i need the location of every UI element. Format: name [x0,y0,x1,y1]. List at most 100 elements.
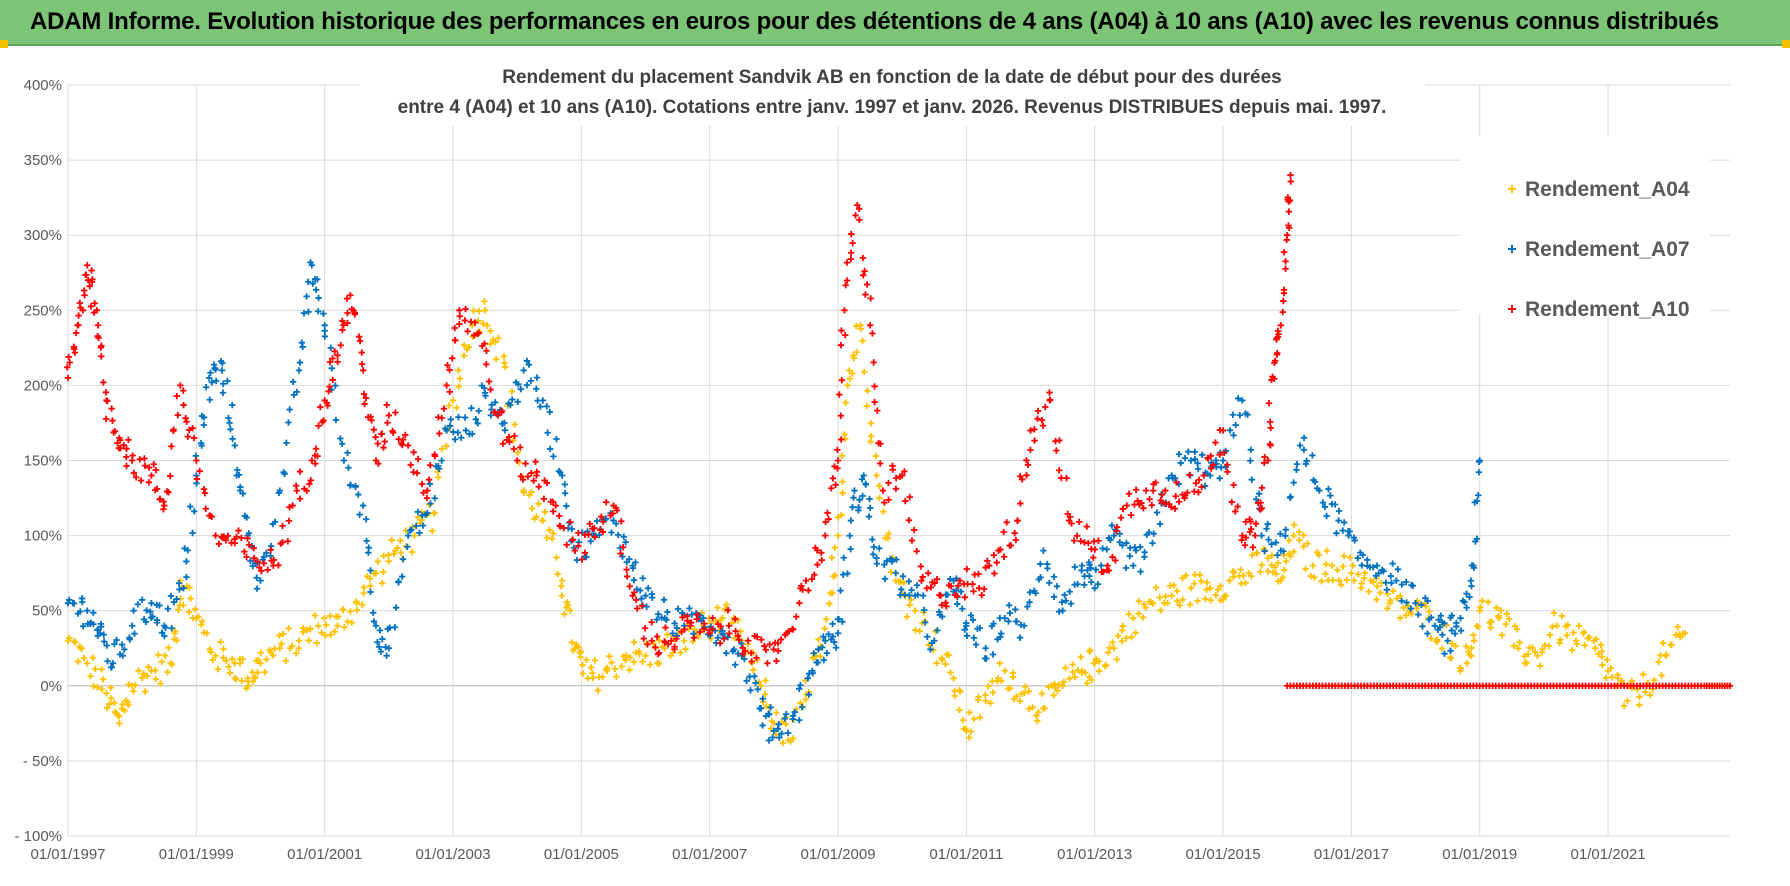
point-rendement-a10 [1220,449,1228,456]
point-rendement-a04 [1062,664,1069,672]
point-rendement-a07 [1062,597,1070,604]
point-rendement-a07 [1187,457,1195,464]
point-rendement-a04 [1152,584,1160,591]
point-rendement-a04 [453,404,460,411]
point-rendement-a04 [1013,693,1020,700]
point-rendement-a07 [1424,597,1431,605]
point-rendement-a10 [632,596,640,604]
y-tick-label: 150% [24,453,62,470]
point-rendement-a10 [644,641,651,648]
point-rendement-a07 [1382,579,1390,586]
point-rendement-a07 [153,616,161,624]
point-rendement-a07 [1470,564,1478,572]
point-rendement-a07 [533,385,540,393]
point-rendement-a04 [815,636,822,643]
point-rendement-a10 [889,462,896,469]
point-rendement-a10 [619,544,627,551]
point-rendement-a07 [819,644,826,651]
point-rendement-a07 [1194,465,1202,473]
point-rendement-a07 [898,586,905,593]
point-rendement-a10 [866,322,874,329]
point-rendement-a04 [947,669,954,676]
point-rendement-a04 [558,592,566,599]
point-rendement-a07 [769,734,776,741]
point-rendement-a04 [1515,645,1522,652]
point-rendement-a04 [1598,648,1606,655]
point-rendement-a10 [901,468,908,475]
point-rendement-a07 [1418,601,1425,609]
point-rendement-a10 [418,480,426,488]
point-rendement-a07 [365,544,372,551]
point-rendement-a07 [612,520,620,527]
point-rendement-a04 [1033,712,1040,719]
point-rendement-a04 [143,672,151,680]
point-rendement-a10 [293,487,301,494]
point-rendement-a04 [846,375,854,382]
point-rendement-a07 [1468,582,1475,590]
point-rendement-a10 [1209,461,1217,469]
point-rendement-a07 [765,737,773,744]
point-rendement-a04 [168,661,176,668]
point-rendement-a04 [372,569,380,577]
point-rendement-a04 [1593,635,1600,643]
point-rendement-a04 [1187,584,1195,592]
point-rendement-a04 [599,673,606,680]
point-rendement-a07 [435,465,443,472]
point-rendement-a04 [492,338,499,346]
point-rendement-a07 [856,496,863,503]
point-rendement-a10 [123,445,130,452]
point-rendement-a04 [868,433,875,440]
point-rendement-a07 [424,509,431,517]
point-rendement-a10 [557,523,564,530]
chart-title: Rendement du placement Sandvik AB en fon… [360,58,1425,126]
point-rendement-a10 [511,432,518,440]
point-rendement-a04 [1550,609,1558,617]
point-rendement-a07 [1380,568,1387,575]
point-rendement-a10 [193,457,200,464]
point-rendement-a04 [103,690,110,697]
point-rendement-a07 [1084,567,1091,574]
point-rendement-a07 [967,612,975,619]
point-rendement-a04 [238,677,246,685]
point-rendement-a07 [908,586,915,594]
point-rendement-a04 [311,612,319,619]
point-rendement-a04 [1311,574,1318,581]
point-rendement-a07 [1066,588,1073,595]
point-rendement-a07 [376,627,384,634]
point-rendement-a04 [138,674,146,682]
point-rendement-a07 [1309,452,1316,459]
point-rendement-a10 [1031,437,1038,444]
point-rendement-a10 [679,614,686,621]
point-rendement-a07 [1436,623,1444,631]
point-rendement-a04 [1563,632,1571,639]
point-rendement-a07 [770,727,778,735]
point-rendement-a07 [1354,554,1362,562]
point-rendement-a04 [460,352,468,359]
point-rendement-a07 [797,682,804,689]
point-rendement-a10 [847,255,855,263]
point-rendement-a04 [729,619,736,627]
point-rendement-a07 [229,435,236,443]
point-rendement-a04 [257,660,264,667]
point-rendement-a04 [1628,677,1636,685]
point-rendement-a10 [836,391,843,398]
point-rendement-a07 [126,636,134,643]
x-tick-label: 01/01/2009 [800,846,875,863]
point-rendement-a07 [1108,522,1116,529]
point-rendement-a10 [109,417,116,424]
point-rendement-a04 [611,665,619,672]
point-rendement-a04 [1242,579,1249,586]
point-rendement-a10 [859,254,867,262]
point-rendement-a04 [967,728,975,735]
point-rendement-a04 [1149,600,1157,607]
point-rendement-a10 [818,549,825,556]
point-rendement-a10 [648,619,655,626]
point-rendement-a07 [700,615,707,622]
point-rendement-a07 [783,710,790,718]
point-rendement-a04 [1035,709,1042,716]
point-rendement-a07 [1265,536,1272,543]
point-rendement-a07 [1398,597,1405,605]
point-rendement-a04 [1222,592,1230,599]
point-rendement-a04 [1318,578,1325,585]
point-rendement-a10 [420,489,427,496]
